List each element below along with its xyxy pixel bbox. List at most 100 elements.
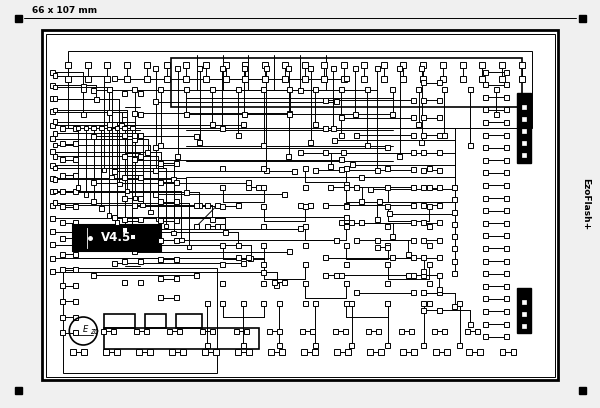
Bar	[73, 224, 161, 251]
Bar	[122, 259, 127, 264]
Bar	[262, 301, 266, 306]
Bar	[523, 117, 526, 121]
Bar	[517, 288, 532, 333]
Bar	[60, 220, 65, 225]
Bar	[380, 62, 386, 68]
Bar	[359, 199, 364, 204]
Bar	[184, 111, 189, 117]
Bar	[137, 91, 143, 95]
Bar	[134, 328, 139, 333]
Bar	[420, 76, 426, 82]
Bar	[344, 182, 349, 186]
Bar	[437, 255, 442, 260]
Bar	[504, 322, 509, 326]
Bar	[504, 309, 509, 314]
Bar	[210, 122, 215, 127]
Bar	[504, 133, 509, 137]
Bar	[331, 66, 335, 71]
Bar	[53, 177, 57, 182]
Bar	[427, 224, 431, 228]
Bar	[73, 173, 78, 178]
Bar	[114, 349, 120, 355]
Bar	[287, 87, 292, 92]
Bar	[194, 202, 199, 208]
Bar	[153, 192, 158, 197]
Bar	[483, 120, 488, 125]
Bar	[171, 58, 522, 107]
Bar	[130, 234, 134, 239]
Bar	[76, 126, 80, 130]
Bar	[427, 262, 431, 267]
Bar	[323, 126, 328, 131]
Bar	[73, 251, 78, 257]
Bar	[133, 157, 137, 162]
Bar	[242, 111, 247, 117]
Bar	[101, 168, 106, 172]
Bar	[282, 192, 287, 197]
Bar	[323, 150, 328, 155]
Bar	[468, 322, 473, 326]
Bar	[339, 133, 344, 137]
Bar	[50, 163, 55, 168]
Bar	[377, 199, 382, 204]
Bar	[421, 269, 427, 274]
Bar	[302, 76, 308, 82]
Bar	[385, 185, 390, 190]
Bar	[452, 234, 457, 239]
Bar	[164, 76, 170, 82]
Bar	[145, 313, 166, 328]
Bar	[122, 279, 127, 284]
Bar	[173, 237, 179, 242]
Bar	[400, 76, 406, 82]
Bar	[437, 308, 442, 313]
Bar	[313, 301, 318, 306]
Bar	[339, 273, 344, 277]
Bar	[50, 256, 55, 261]
Bar	[483, 284, 488, 289]
Bar	[339, 157, 344, 162]
Bar	[504, 107, 509, 112]
Bar	[344, 243, 349, 248]
Bar	[73, 267, 78, 272]
Bar	[133, 87, 137, 92]
Bar	[262, 243, 266, 248]
Bar	[380, 76, 386, 82]
Bar	[214, 349, 219, 355]
Bar	[173, 199, 179, 204]
Bar	[220, 281, 225, 286]
Bar	[359, 220, 364, 225]
Bar	[452, 304, 457, 309]
Bar	[411, 255, 416, 260]
Bar	[452, 209, 457, 215]
Bar	[91, 134, 96, 139]
Bar	[341, 76, 347, 82]
Bar	[107, 122, 112, 127]
Bar	[122, 195, 127, 200]
Bar	[133, 137, 137, 142]
Bar	[14, 386, 22, 393]
Bar	[504, 120, 509, 125]
Bar	[220, 166, 225, 171]
Bar	[421, 255, 427, 260]
Bar	[504, 221, 509, 226]
Bar	[194, 273, 199, 277]
Bar	[375, 217, 380, 222]
Bar	[286, 153, 291, 158]
Bar	[385, 281, 390, 286]
Bar	[248, 256, 253, 262]
Bar	[375, 244, 380, 250]
Bar	[427, 281, 431, 286]
Bar	[343, 328, 347, 333]
Bar	[173, 218, 179, 223]
Bar	[133, 111, 137, 116]
Bar	[183, 62, 189, 68]
Bar	[137, 153, 143, 158]
Bar	[420, 62, 426, 68]
Bar	[81, 84, 86, 89]
Bar	[353, 111, 358, 117]
Bar	[65, 76, 71, 82]
Bar	[184, 190, 189, 195]
Bar	[99, 206, 104, 211]
Bar	[483, 296, 488, 301]
Bar	[385, 342, 390, 348]
